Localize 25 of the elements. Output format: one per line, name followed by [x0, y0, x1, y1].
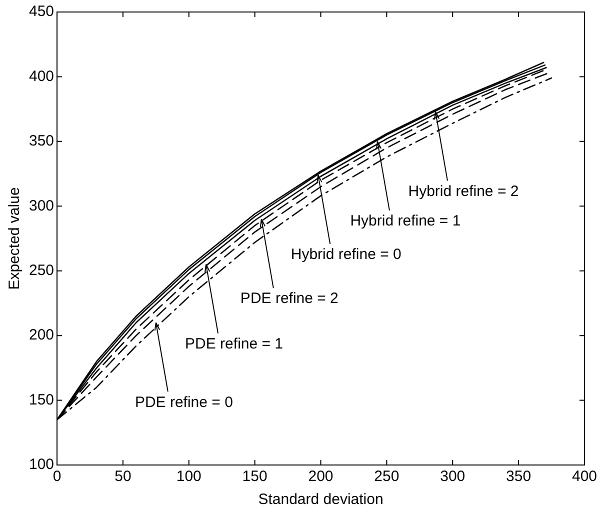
x-tick-label: 100	[176, 468, 202, 486]
y-tick-label: 100	[28, 456, 54, 474]
x-tick-label: 400	[572, 468, 597, 486]
x-tick-label: 350	[506, 468, 532, 486]
y-tick-label: 200	[28, 326, 54, 344]
y-tick-label: 450	[28, 3, 54, 20]
y-tick-label: 250	[28, 262, 54, 279]
x-tick-label: 250	[374, 468, 400, 486]
x-tick-label: 200	[308, 468, 334, 486]
annotation: Hybrid refine = 1	[350, 212, 461, 230]
x-axis-title: Standard deviation	[258, 491, 384, 508]
x-tick-label: 150	[242, 468, 268, 486]
y-tick-label: 400	[28, 68, 54, 85]
x-tick-label: 50	[114, 468, 132, 486]
y-tick-label: 150	[28, 391, 54, 408]
annotation: PDE refine = 1	[185, 336, 284, 353]
y-axis-title: Expected value	[6, 187, 24, 290]
y-tick-label: 300	[28, 197, 54, 214]
annotation: Hybrid refine = 0	[290, 246, 402, 264]
annotation: PDE refine = 0	[134, 394, 233, 411]
x-tick-label: 300	[440, 468, 466, 486]
annotation: PDE refine = 2	[240, 290, 338, 308]
x-tick-label: 0	[52, 468, 62, 486]
y-tick-label: 350	[28, 132, 54, 150]
annotation: Hybrid refine = 2	[408, 182, 519, 200]
